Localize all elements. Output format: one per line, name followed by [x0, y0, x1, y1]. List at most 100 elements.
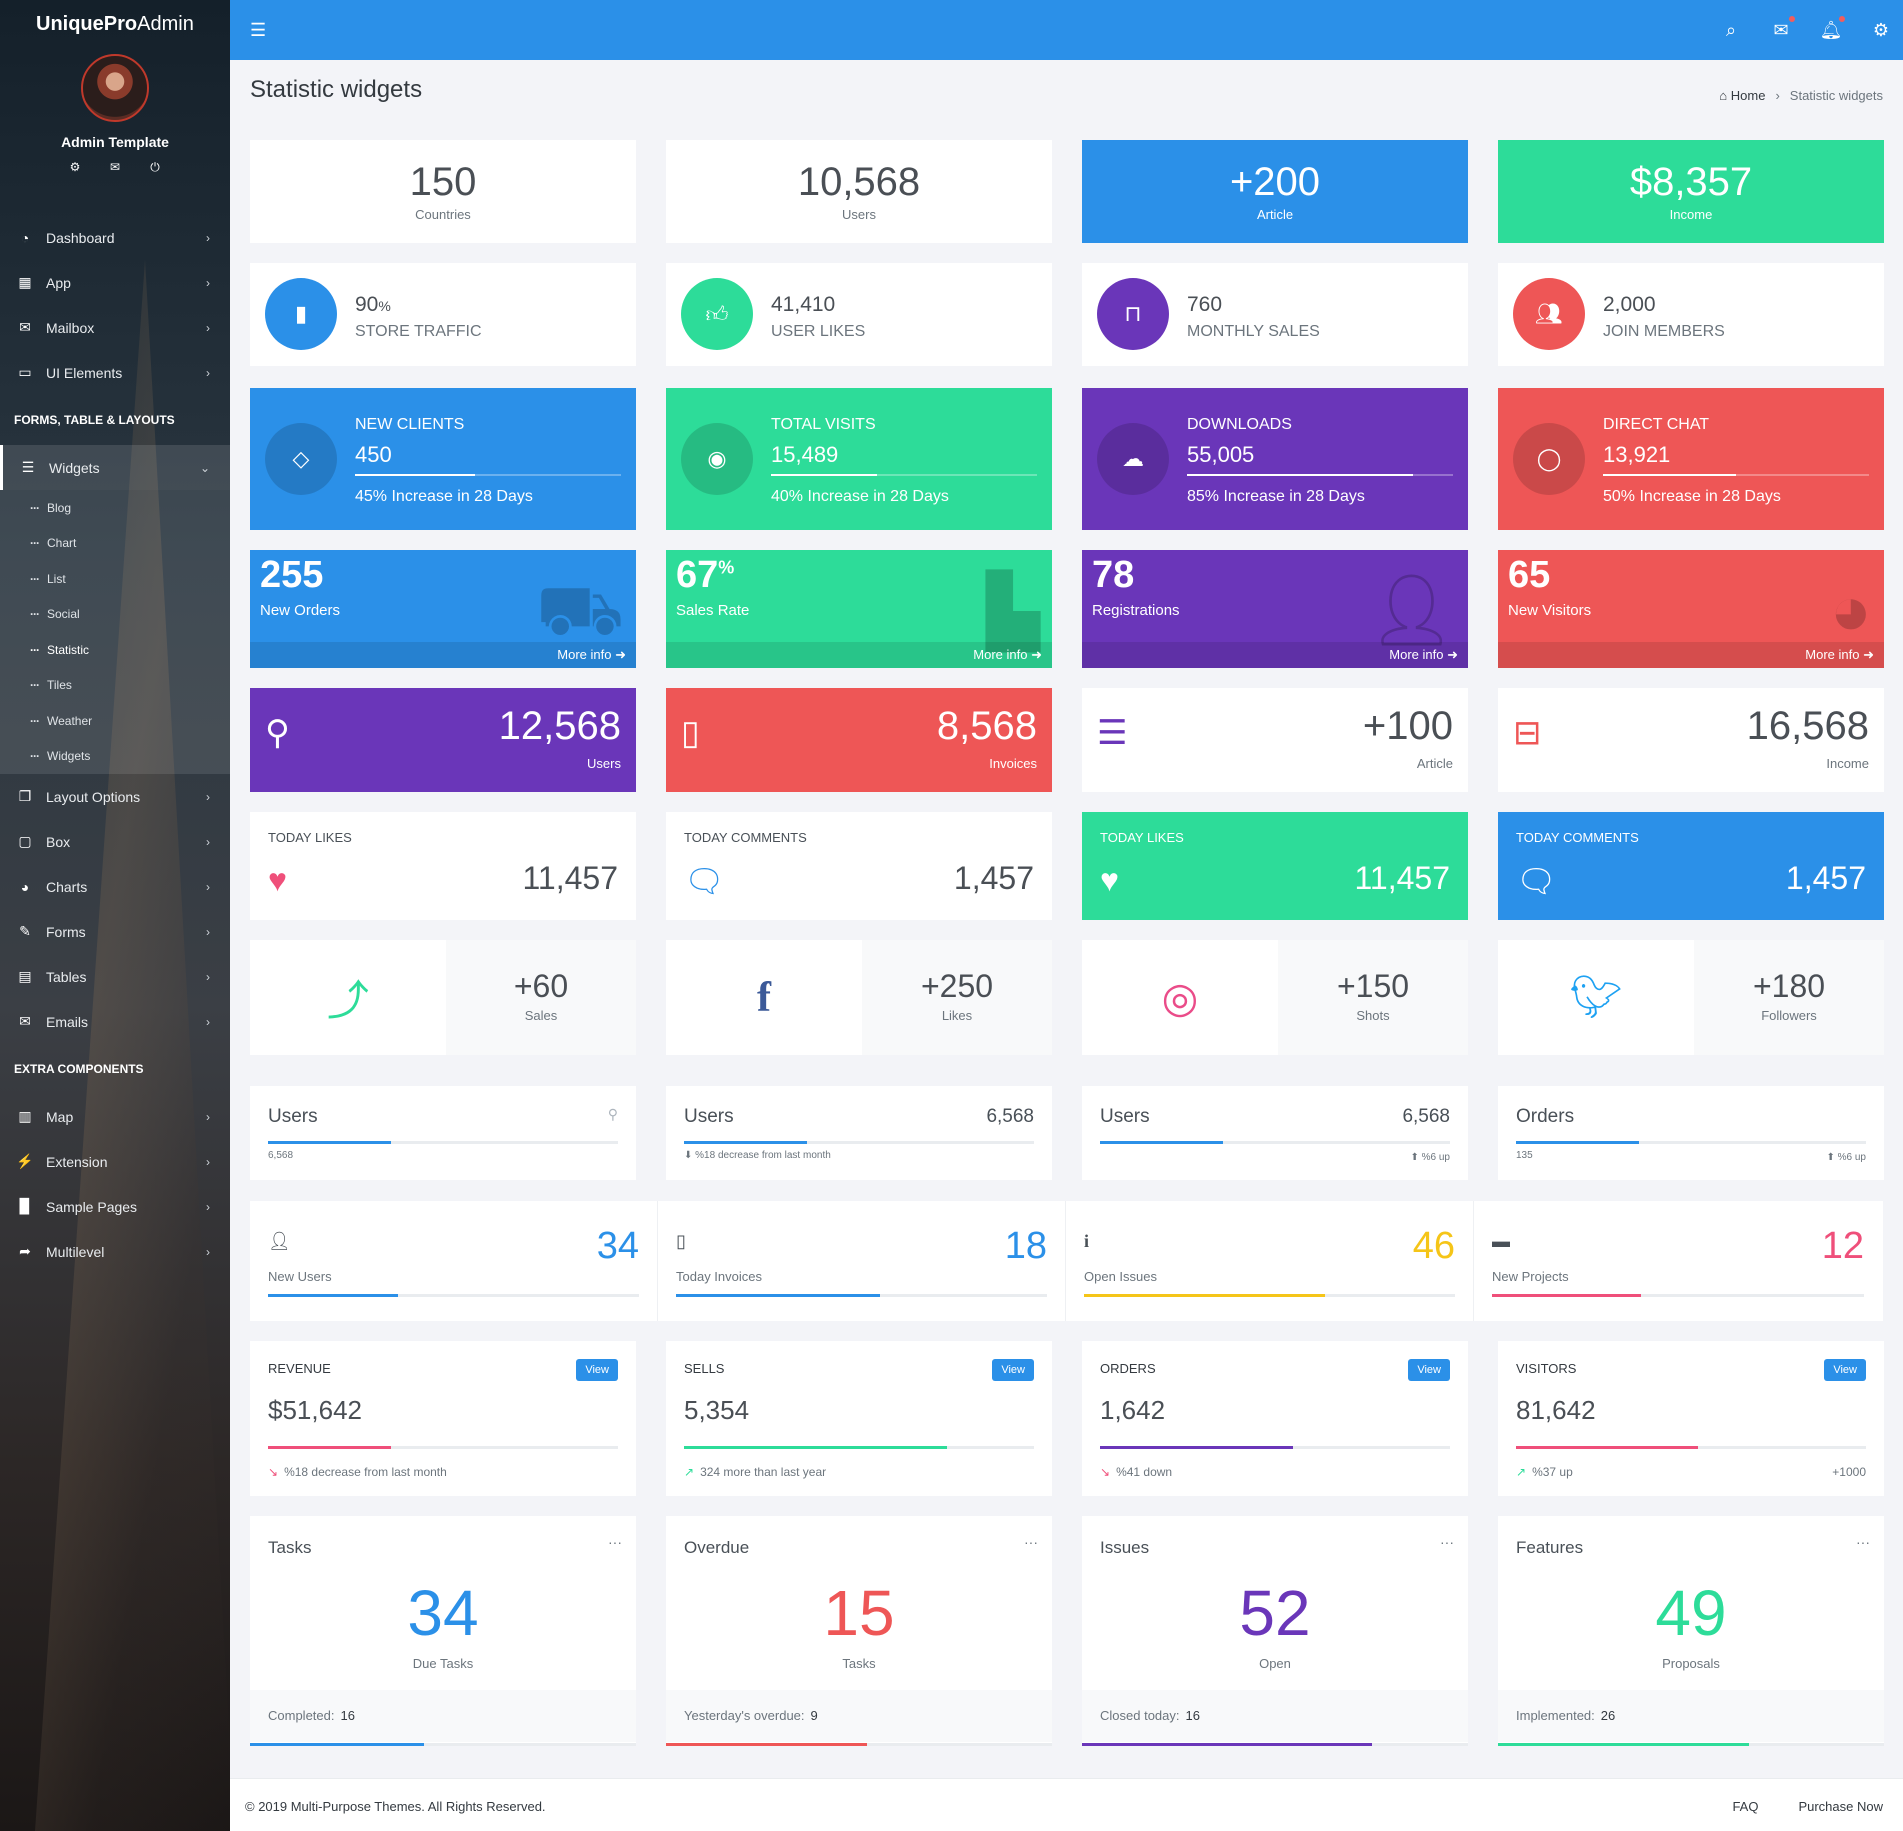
mail-icon[interactable]: ✉ [1769, 15, 1795, 41]
today-likes-card-green: TODAY LIKES ♥ 11,457 [1082, 812, 1468, 920]
sidebar-item-layout-options[interactable]: ❐ Layout Options › [0, 774, 230, 819]
comments-icon: 🗨︎ [1516, 863, 1557, 899]
dribbble-icon: ◎ [1082, 940, 1278, 1055]
submenu-item-chart[interactable]: ··· Chart [30, 536, 77, 551]
progress-bar [771, 474, 1037, 476]
sidebar-item-app[interactable]: ▦ App › [0, 260, 230, 305]
stat-card-income-count: ⊟ 16,568 Income [1498, 688, 1884, 792]
sidebar-item-mailbox[interactable]: ✉ Mailbox › [0, 305, 230, 350]
file-icon: ▉ [19, 1198, 31, 1214]
sidebar-item-map[interactable]: ▥ Map › [0, 1094, 230, 1139]
today-comments-card: TODAY COMMENTS 🗨︎ 1,457 [666, 812, 1052, 920]
submenu-item-tiles[interactable]: ··· Tiles [30, 678, 72, 693]
features-card: Features ··· 49 Proposals Implemented: 26 [1498, 1516, 1884, 1746]
share-icon: ➦ [19, 1243, 31, 1259]
trend-up-icon: ⤴ [250, 940, 446, 1055]
brand-logo[interactable]: UniquePro Admin [36, 12, 194, 35]
more-info-link[interactable]: More info ➜ [1082, 642, 1468, 668]
bell-icon[interactable]: 🔔︎ [1819, 15, 1845, 41]
chevron-right-icon: › [206, 230, 210, 245]
sidebar-item-widgets[interactable]: ☰ Widgets ⌄ [0, 445, 230, 490]
today-comments-card-blue: TODAY COMMENTS 🗨︎ 1,457 [1498, 812, 1884, 920]
mini-stat-orders: Orders 135 ⬆ %6 up [1498, 1086, 1884, 1180]
more-info-link[interactable]: More info ➜ [250, 642, 636, 668]
bar-chart-icon: ▙ [986, 572, 1040, 650]
stat-card-countries: 150 Countries [250, 140, 636, 243]
submenu-item-blog[interactable]: ··· Blog [30, 500, 72, 515]
progress-bar [1082, 1743, 1468, 1746]
purchase-now-link[interactable]: Purchase Now [1798, 1799, 1883, 1814]
mail-icon[interactable]: ✉ [109, 160, 121, 174]
power-icon[interactable]: ⏻ [150, 160, 160, 174]
info-box-new-visitors: 65 New Visitors ◕ More info ➜ [1498, 550, 1884, 668]
sidebar-item-box[interactable]: ▢ Box › [0, 819, 230, 864]
document-icon: ▯ [676, 1231, 686, 1251]
social-card-sales: ⤴ +60 Sales [250, 940, 636, 1055]
sidebar-item-dashboard[interactable]: ◔ Dashboard › [0, 215, 230, 260]
copyright-text: © 2019 Multi-Purpose Themes. All Rights … [245, 1799, 546, 1814]
faq-link[interactable]: FAQ [1732, 1799, 1759, 1814]
stat-card-article: +200 Article [1082, 140, 1468, 243]
submenu-item-social[interactable]: ··· Social [30, 607, 80, 622]
view-button[interactable]: View [1408, 1359, 1450, 1381]
chevron-right-icon: › [206, 879, 210, 894]
view-button[interactable]: View [576, 1359, 618, 1381]
social-card-facebook: f +250 Likes [666, 940, 1052, 1055]
chevron-right-icon: › [206, 1199, 210, 1214]
gear-icon[interactable]: ⚙ [1872, 19, 1890, 40]
more-info-link[interactable]: More info ➜ [1498, 642, 1884, 668]
view-button[interactable]: View [1824, 1359, 1866, 1381]
submenu-item-widgets[interactable]: ··· Widgets [30, 749, 91, 764]
sidebar-item-sample-pages[interactable]: ▉ Sample Pages › [0, 1184, 230, 1229]
chat-bubble-icon: ◯ [1513, 423, 1585, 495]
sidebar-item-emails[interactable]: ✉ Emails › [0, 999, 230, 1044]
avatar[interactable] [81, 54, 149, 122]
sidebar-item-tables[interactable]: ▤ Tables › [0, 954, 230, 999]
more-info-link[interactable]: More info ➜ [666, 642, 1052, 668]
submenu-item-weather[interactable]: ··· Weather [30, 713, 93, 728]
more-options-icon[interactable]: ··· [1440, 1534, 1454, 1550]
more-options-icon[interactable]: ··· [1856, 1534, 1870, 1550]
sells-card: SELLS View 5,354 ↗ 324 more than last year [666, 1341, 1052, 1496]
info-box-new-orders: 255 New Orders ⛟ More info ➜ [250, 550, 636, 668]
info-box-sales-rate: 67% Sales Rate ▙ More info ➜ [666, 550, 1052, 668]
sidebar: UniquePro Admin Admin Template ⚙ ✉ ⏻ ◔ Da… [0, 0, 230, 1831]
view-button[interactable]: View [992, 1359, 1034, 1381]
counter-new-users: 👤︎ New Users 34 [250, 1201, 658, 1321]
envelope-icon: ✉ [19, 319, 31, 335]
info-box-registrations: 78 Registrations 👤︎ More info ➜ [1082, 550, 1468, 668]
users-icon: 👥︎ [1513, 278, 1585, 350]
progress-bar [666, 1743, 1052, 1746]
chevron-right-icon: › [206, 1244, 210, 1259]
submenu-item-list[interactable]: ··· List [30, 571, 66, 586]
sidebar-item-ui-elements[interactable]: ▭ UI Elements › [0, 350, 230, 395]
stat-card-user-likes: 👍︎ 41,410 USER LIKES [666, 263, 1052, 366]
mini-stat-users-2: Users 6,568 ⬇ %18 decrease from last month [666, 1086, 1052, 1180]
list-document-icon: ☰ [1097, 714, 1128, 752]
more-options-icon[interactable]: ··· [1024, 1534, 1038, 1550]
chevron-right-icon: › [206, 969, 210, 984]
facebook-icon: f [666, 940, 862, 1055]
more-options-icon[interactable]: ··· [608, 1534, 622, 1550]
hamburger-icon[interactable]: ☰ [250, 20, 267, 40]
gear-icon[interactable]: ⚙ [69, 160, 81, 174]
chevron-right-icon: › [206, 834, 210, 849]
chevron-right-icon: › [206, 1014, 210, 1029]
tasks-card: Tasks ··· 34 Due Tasks Completed: 16 [250, 1516, 636, 1746]
chevron-right-icon: › [206, 365, 210, 380]
user-icon: ⚲ [607, 1106, 618, 1122]
sidebar-item-multilevel[interactable]: ➦ Multilevel › [0, 1229, 230, 1274]
submenu-item-statistic[interactable]: ··· Statistic [30, 642, 90, 657]
sidebar-item-forms[interactable]: ✎ Forms › [0, 909, 230, 954]
mini-stat-users-1: Users ⚲ 6,568 [250, 1086, 636, 1180]
breadcrumb-home[interactable]: ⌂ Home [1719, 88, 1766, 103]
counter-new-projects: ▬ New Projects 12 [1474, 1201, 1882, 1321]
sidebar-item-charts[interactable]: ◕ Charts › [0, 864, 230, 909]
sidebar-item-extension[interactable]: ⚡ Extension › [0, 1139, 230, 1184]
page-footer: © 2019 Multi-Purpose Themes. All Rights … [230, 1778, 1903, 1831]
breadcrumb-current: Statistic widgets [1789, 88, 1883, 103]
chevron-right-icon: › [206, 275, 210, 290]
search-icon[interactable]: ⌕ [1725, 19, 1737, 40]
laptop-icon: ▭ [18, 364, 32, 380]
pie-chart-icon: ◕ [1829, 571, 1872, 649]
